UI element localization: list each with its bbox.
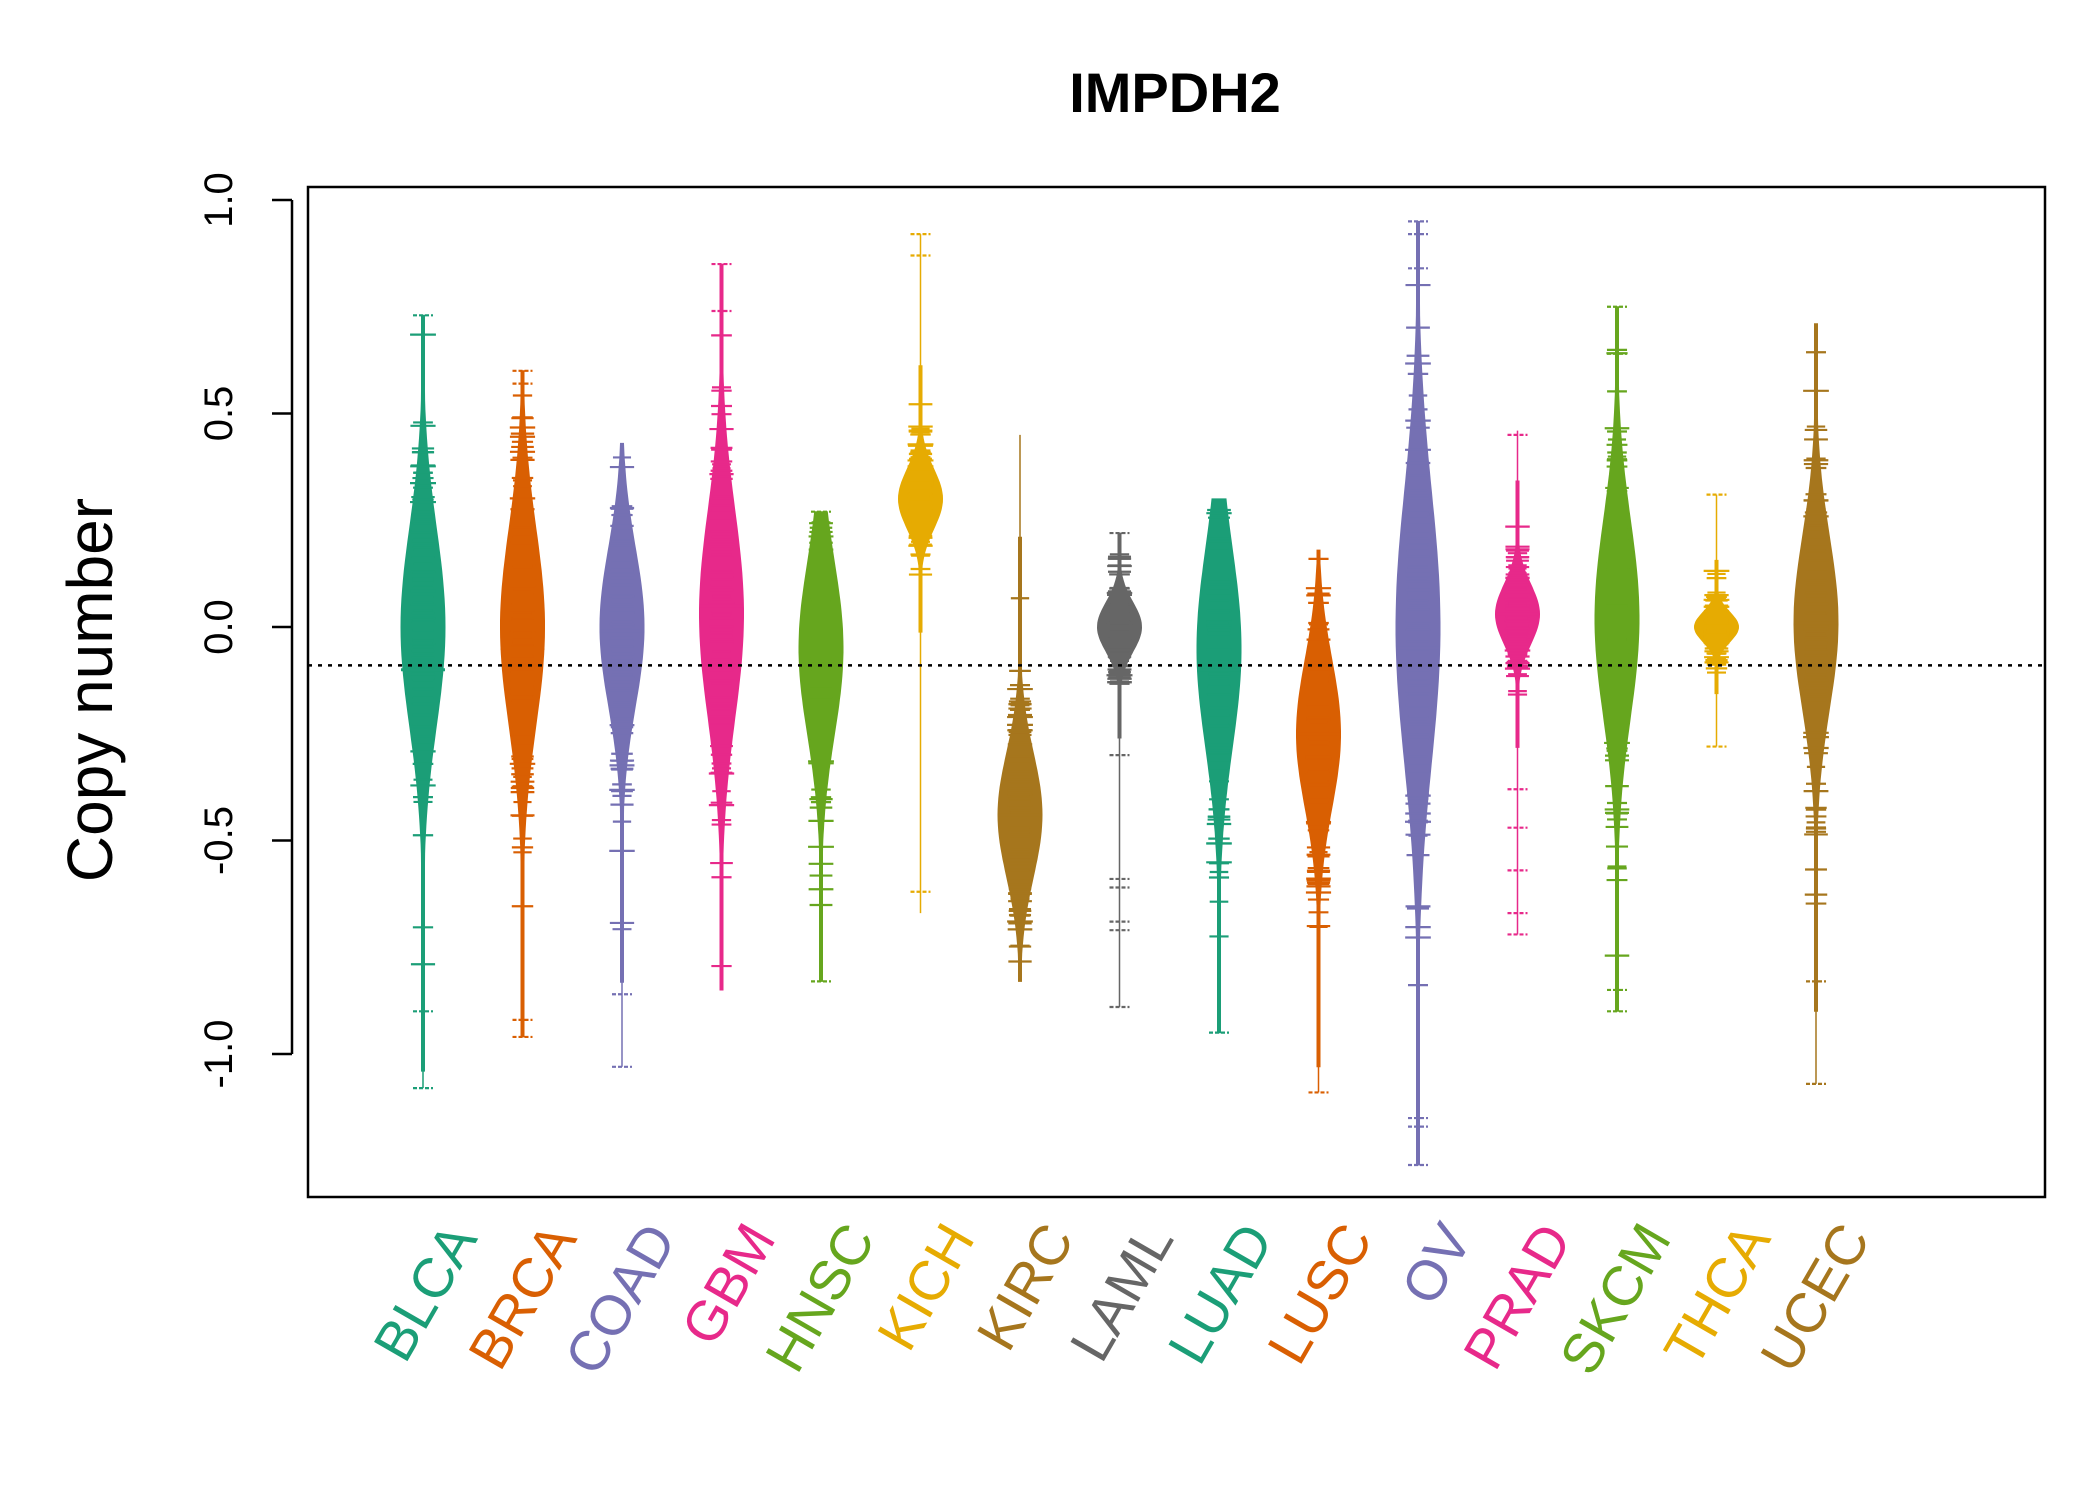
plot-frame	[306, 185, 2047, 1199]
y-tick-label: -0.5	[197, 806, 241, 875]
y-tick-label: 0.5	[197, 386, 241, 442]
category-label: KICH	[865, 1213, 986, 1360]
bean-ov	[1395, 220, 1441, 1167]
bean-kirc	[997, 434, 1043, 982]
y-axis-label: Copy number	[54, 498, 126, 882]
bean-gbm	[699, 262, 744, 991]
category-label: OV	[1389, 1212, 1484, 1314]
bean-density	[1793, 323, 1839, 1012]
bean-hnsc	[798, 510, 844, 983]
category-label: LUAD	[1155, 1213, 1284, 1374]
bean-blca	[400, 314, 446, 1090]
bean-brca	[500, 369, 545, 1039]
bean-density	[400, 314, 446, 1072]
bean-density	[500, 370, 545, 1038]
bean-coad	[599, 442, 645, 1068]
bean-laml	[1096, 531, 1143, 1009]
y-tick-label: 0.0	[197, 599, 241, 655]
bean-density	[1594, 306, 1640, 1012]
bean-prad	[1494, 430, 1541, 936]
y-tick-label: 1.0	[197, 172, 241, 228]
bean-density	[599, 442, 645, 983]
chart-title: IMPDH2	[1069, 61, 1281, 124]
bean-lusc	[1296, 549, 1341, 1094]
bean-luad	[1196, 498, 1242, 1034]
bean-thca	[1693, 493, 1740, 748]
bean-density	[1196, 498, 1242, 1034]
category-label: LUSC	[1255, 1213, 1384, 1374]
bean-kich	[897, 233, 944, 914]
y-axis: -1.0 -0.5 0.0 0.5 1.0	[197, 172, 294, 1089]
bean-skcm	[1594, 305, 1640, 1013]
plot-area: -1.0-0.50.00.51.0BLCABRCACOADGBMHNSCKICH…	[197, 172, 2045, 1385]
bean-ucec	[1793, 323, 1839, 1085]
y-tick-label: -1.0	[197, 1020, 241, 1089]
